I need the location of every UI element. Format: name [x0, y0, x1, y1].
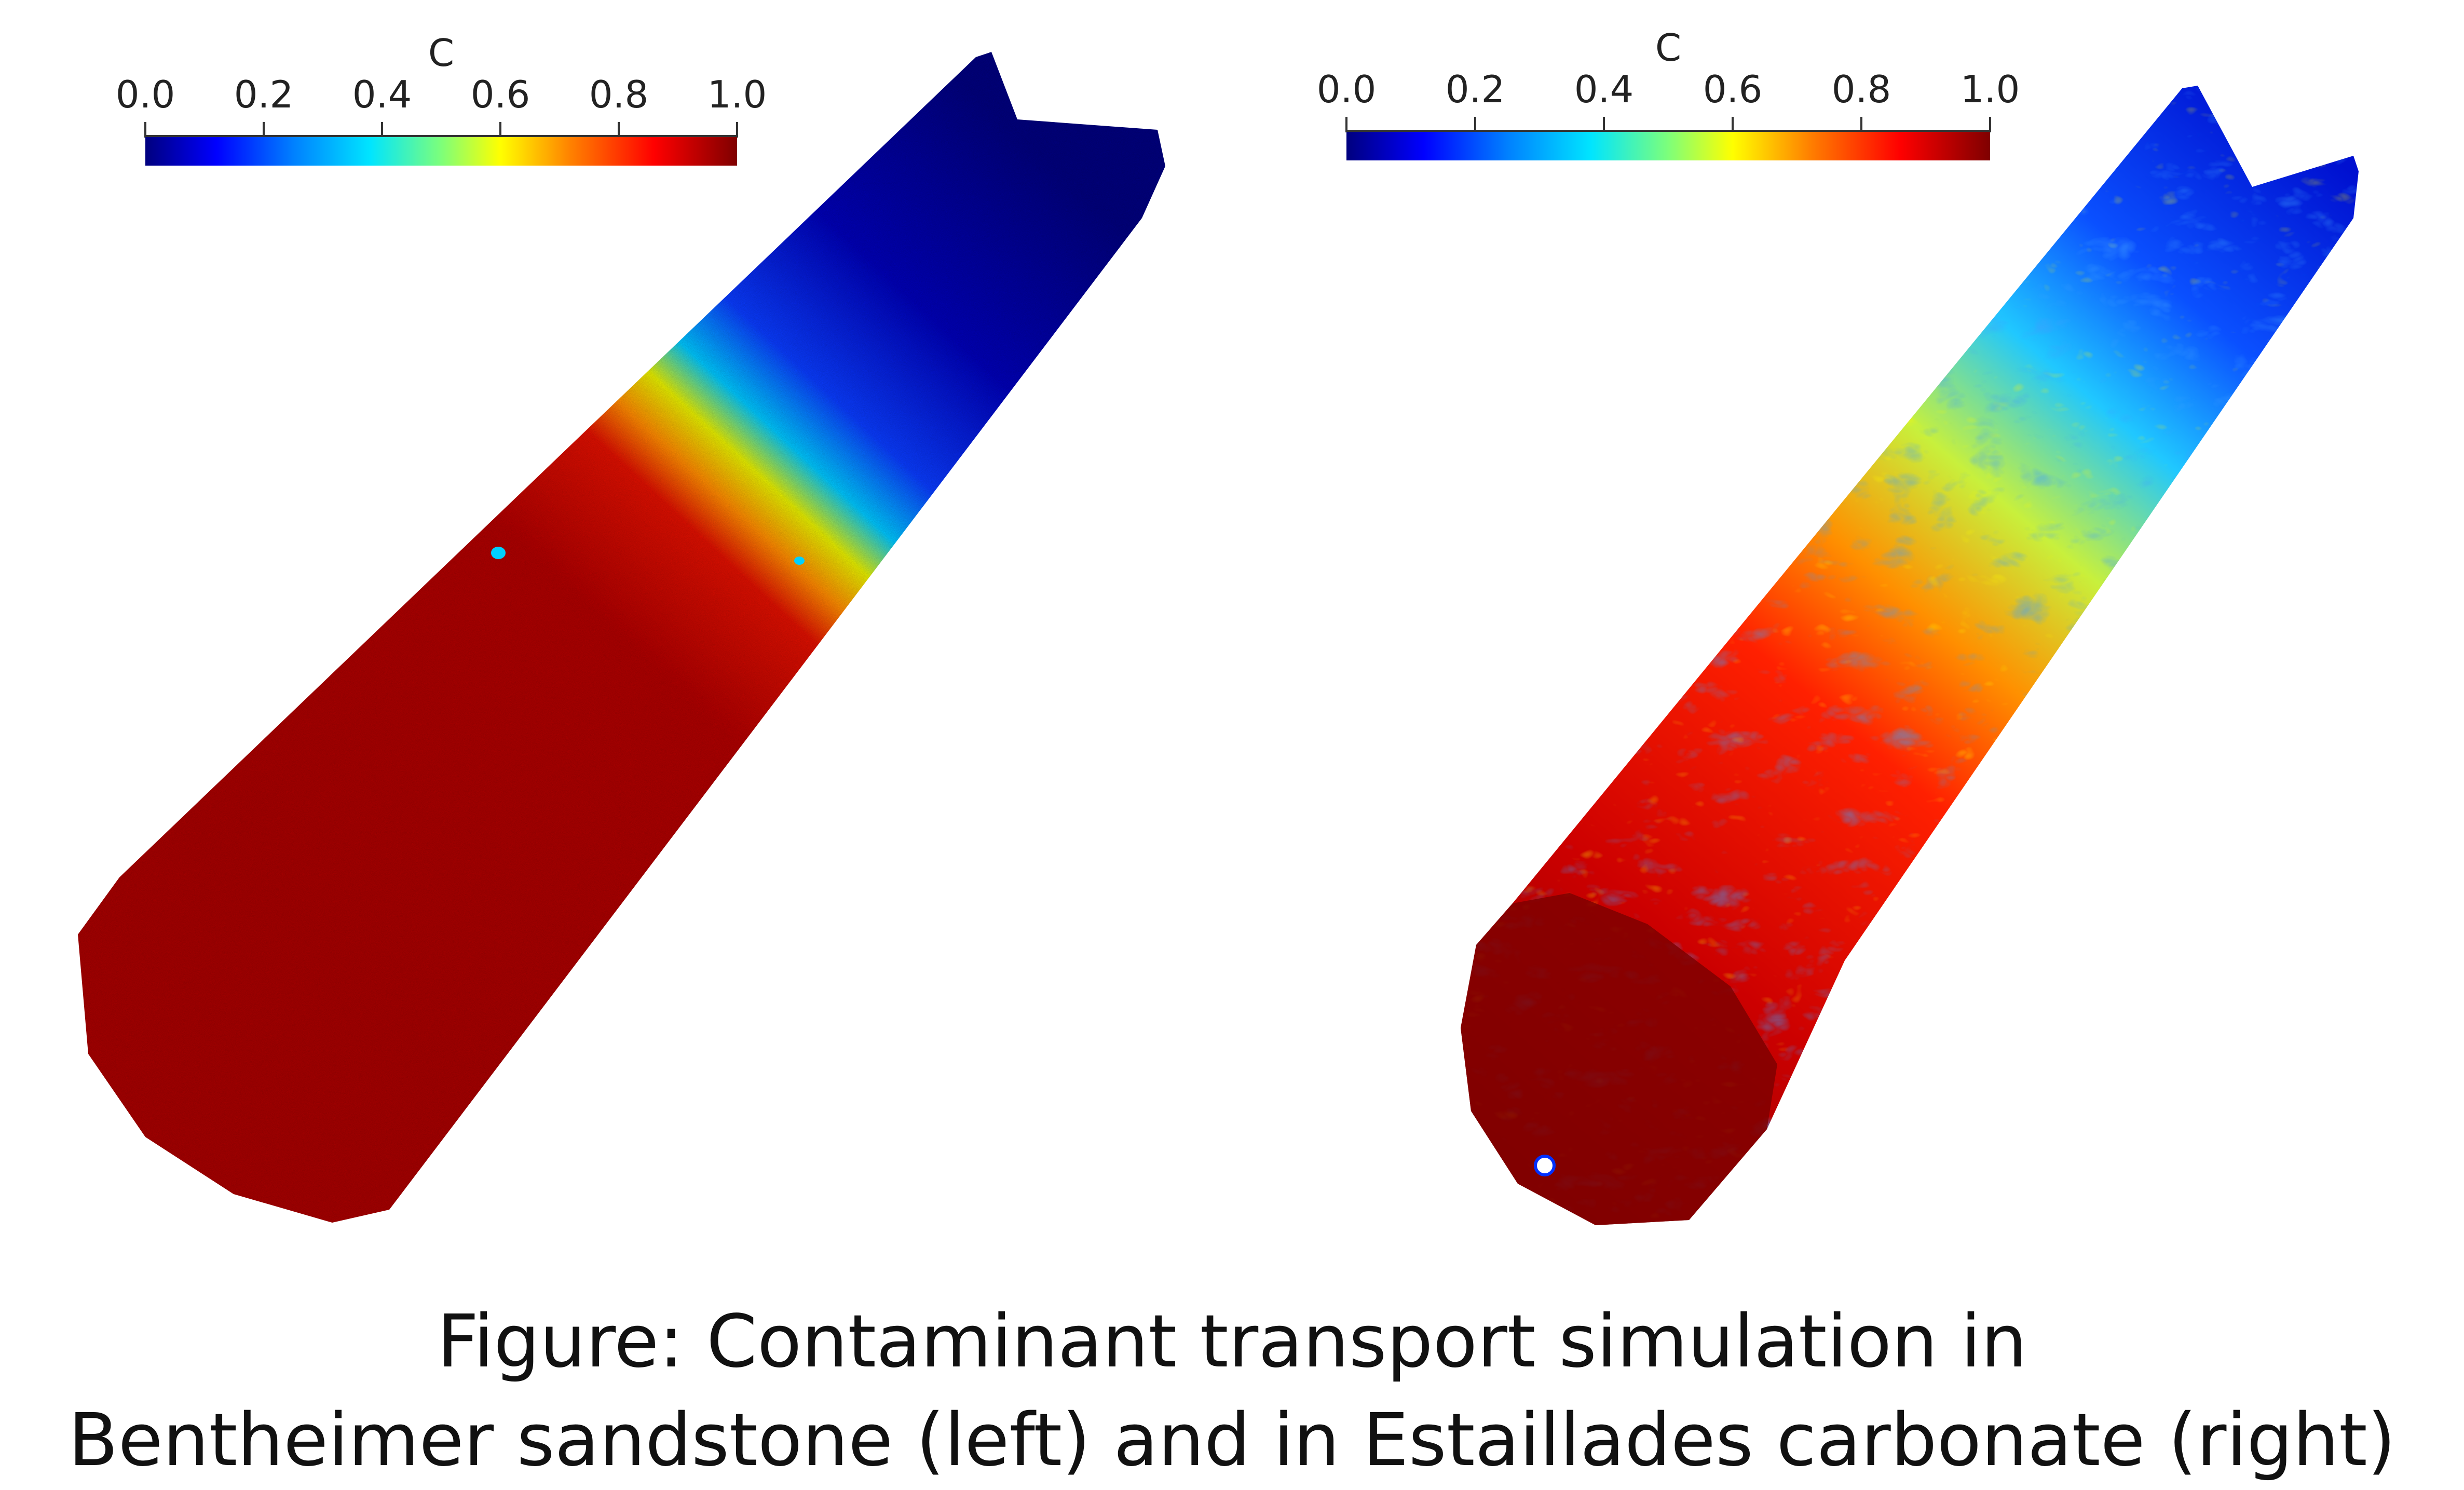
- colorbar-tick-mark: [381, 122, 383, 138]
- speck: [491, 547, 506, 559]
- left-panel: C 0.0 0.2 0.4 0.6 0.8 1.0: [0, 0, 1232, 1272]
- right-panel: C 0.0 0.2 0.4 0.6 0.8 1.0: [1232, 0, 2464, 1272]
- colorbar-tick-label: 1.0: [707, 73, 767, 116]
- colorbar-tick-labels: 0.0 0.2 0.4 0.6 0.8 1.0: [1305, 67, 2032, 125]
- colorbar-tick-label: 0.2: [1445, 67, 1505, 111]
- caption-line-1: Figure: Contaminant transport simulation…: [437, 1299, 2027, 1384]
- estaillades-cylinder-render: [1461, 86, 2359, 1225]
- colorbar-tick-mark: [1860, 117, 1862, 132]
- colorbar-tick-marks: [144, 122, 738, 138]
- caption-line-2: Bentheimer sandstone (left) and in Estai…: [68, 1398, 2396, 1483]
- bentheimer-cylinder-render: [78, 52, 1165, 1223]
- colorbar-tick-label: 0.8: [589, 73, 649, 116]
- colorbar-tick-mark: [263, 122, 265, 138]
- colorbar: C 0.0 0.2 0.4 0.6 0.8 1.0: [104, 31, 779, 177]
- colorbar-title: C: [428, 31, 455, 75]
- colorbar-tick-mark: [499, 122, 501, 138]
- colorbar-tick-label: 0.4: [1574, 67, 1634, 111]
- colorbar: C 0.0 0.2 0.4 0.6 0.8 1.0: [1305, 26, 2032, 177]
- colorbar-tick-mark: [1603, 117, 1605, 132]
- colorbar-tick-label: 0.0: [115, 73, 175, 116]
- colorbar-tick-label: 0.2: [234, 73, 294, 116]
- colorbar-tick-mark: [618, 122, 620, 138]
- speck: [794, 557, 805, 565]
- colorbar-tick-label: 0.8: [1831, 67, 1891, 111]
- colorbar-tick-mark: [1345, 117, 1347, 132]
- colorbar-gradient: [145, 135, 737, 166]
- colorbar-tick-mark: [144, 122, 146, 138]
- colorbar-title: C: [1655, 26, 1682, 70]
- colorbar-tick-label: 1.0: [1960, 67, 2020, 111]
- figure-caption: Figure: Contaminant transport simulation…: [0, 1293, 2464, 1490]
- cylinder-end-face: [1461, 893, 1777, 1225]
- colorbar-tick-label: 0.6: [1703, 67, 1763, 111]
- texture-overlay: [78, 52, 1165, 1223]
- colorbar-tick-label: 0.6: [470, 73, 530, 116]
- void-spot: [1534, 1155, 1556, 1176]
- colorbar-gradient: [1346, 130, 1990, 160]
- colorbar-tick-mark: [736, 122, 738, 138]
- colorbar-tick-labels: 0.0 0.2 0.4 0.6 0.8 1.0: [104, 73, 779, 130]
- colorbar-tick-label: 0.4: [352, 73, 412, 116]
- colorbar-tick-mark: [1989, 117, 1991, 132]
- colorbar-tick-mark: [1732, 117, 1734, 132]
- colorbar-tick-label: 0.0: [1316, 67, 1377, 111]
- colorbar-tick-mark: [1474, 117, 1476, 132]
- colorbar-tick-marks: [1345, 117, 1991, 132]
- blue-patches: [1461, 86, 2359, 1225]
